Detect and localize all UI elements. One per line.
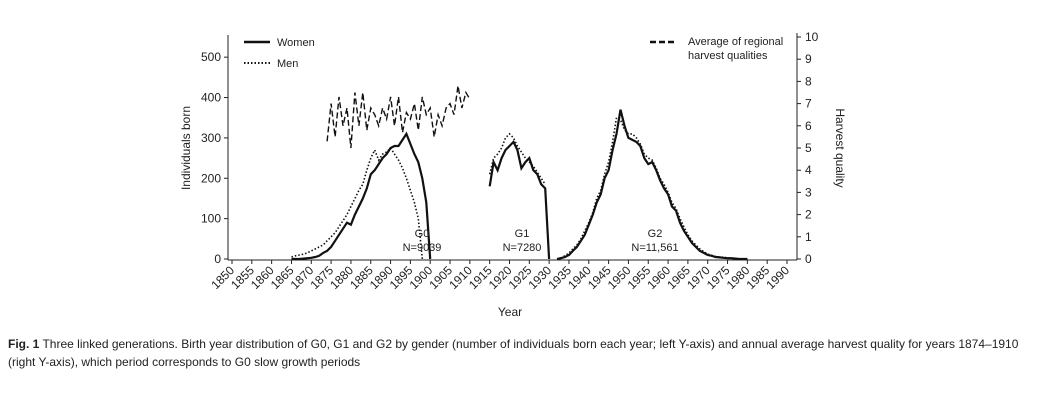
x-axis-label: Year [498,305,522,319]
data-line [291,116,748,260]
y2-tick-label: 9 [805,52,812,66]
y2-tick-label: 2 [805,208,812,222]
y-axis-label: Individuals born [179,106,193,190]
y-tick-label: 300 [201,131,221,145]
y2-tick-label: 10 [805,30,819,44]
annotation-label: G2 [648,228,663,240]
y-tick-label: 0 [214,252,221,266]
annotation-n: N=9039 [403,242,442,254]
y2-tick-label: 1 [805,230,812,244]
y-tick-label: 500 [201,50,221,64]
annotation-label: G0 [415,228,430,240]
y2-tick-label: 7 [805,97,812,111]
chart: 0100200300400500012345678910185018551860… [179,30,847,319]
annotation-n: N=7280 [503,242,542,254]
y2-axis-label: Harvest quality [833,108,847,187]
legend-label: Average of regional harvest qualities [688,36,784,62]
data-line [326,85,471,149]
caption-label: Fig. 1 [8,337,40,351]
x-tick-label: 1990 [763,263,792,292]
y-tick-label: 100 [201,212,221,226]
y2-tick-label: 8 [805,74,812,88]
y2-tick-label: 6 [805,119,812,133]
y2-tick-label: 4 [805,163,812,177]
caption: Fig. 1 Three linked generations. Birth y… [8,335,1033,371]
legend-label: Women [277,37,315,49]
y2-tick-label: 5 [805,141,812,155]
legend-label: Men [277,58,298,70]
annotation-n: N=11,561 [631,242,678,254]
y2-tick-label: 3 [805,185,812,199]
caption-text: Three linked generations. Birth year dis… [8,337,1019,369]
y-tick-label: 400 [201,91,221,105]
y-tick-label: 200 [201,171,221,185]
y2-tick-label: 0 [805,252,812,266]
annotation-label: G1 [515,228,530,240]
